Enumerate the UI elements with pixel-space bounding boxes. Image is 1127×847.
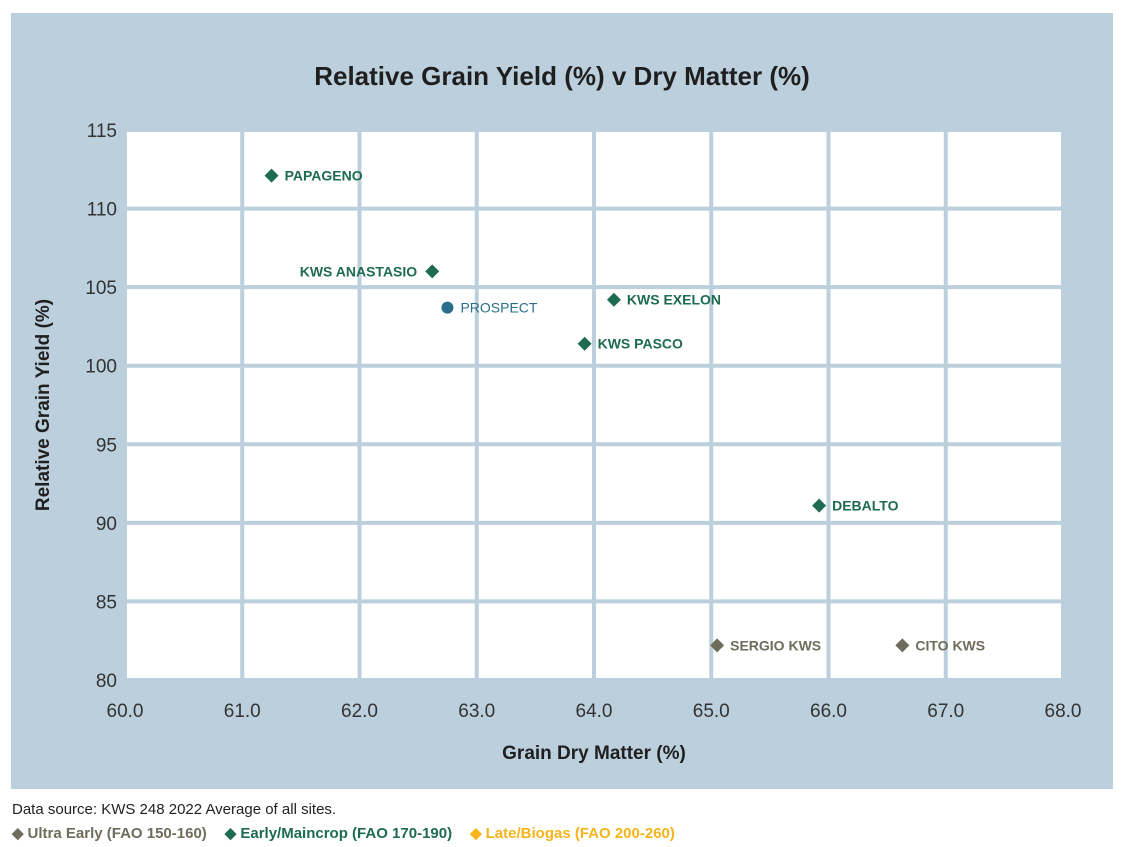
- data-point: PROSPECT: [441, 300, 538, 316]
- diamond-icon: ◆: [224, 825, 237, 842]
- diamond-icon: ◆: [470, 825, 482, 842]
- x-tick-label: 61.0: [224, 701, 261, 722]
- legend-label: Early/Maincrop (FAO 170-190): [240, 825, 453, 842]
- legend-item: ◆ Late/Biogas (FAO 200-260): [470, 822, 675, 846]
- point-marker-diamond: [425, 264, 440, 279]
- data-point: KWS PASCO: [577, 336, 683, 352]
- point-label: KWS ANASTASIO: [300, 263, 418, 279]
- y-axis-title: Relative Grain Yield (%): [33, 299, 54, 511]
- point-label: KWS EXELON: [627, 292, 721, 308]
- x-tick-label: 60.0: [107, 701, 144, 722]
- data-point: DEBALTO: [812, 498, 899, 514]
- data-point: PAPAGENO: [264, 168, 363, 184]
- legend-item: ◆ Early/Maincrop (FAO 170-190): [225, 822, 452, 846]
- chart-footer: Data source: KWS 248 2022 Average of all…: [12, 800, 1112, 846]
- x-axis-ticks: 60.0 61.0 62.0 63.0 64.0 65.0 66.0 67.0 68.0: [107, 701, 1082, 722]
- data-points: PAPAGENO KWS ANASTASIO PROSPECT KWS EXELON K…: [264, 168, 985, 653]
- point-marker-diamond: [606, 292, 621, 307]
- y-tick-label: 115: [87, 121, 117, 142]
- scatter-chart: Relative Grain Yield (%) v Dry Matter (%…: [33, 61, 1082, 764]
- legend-label: Ultra Early (FAO 150-160): [27, 825, 207, 842]
- x-tick-label: 65.0: [693, 701, 730, 722]
- point-marker-diamond: [895, 638, 910, 653]
- legend-item: ◆ Ultra Early (FAO 150-160): [12, 822, 207, 846]
- point-label: DEBALTO: [832, 498, 898, 514]
- data-point: CITO KWS: [895, 637, 985, 653]
- y-tick-label: 110: [87, 200, 117, 221]
- point-marker-diamond: [577, 336, 592, 351]
- point-marker-circle: [441, 301, 454, 314]
- point-label: SERGIO KWS: [730, 637, 821, 653]
- y-tick-label: 95: [96, 435, 117, 456]
- diamond-icon: ◆: [12, 825, 24, 842]
- chart-title: Relative Grain Yield (%) v Dry Matter (%…: [314, 61, 810, 91]
- data-point: KWS ANASTASIO: [300, 263, 440, 279]
- x-tick-label: 62.0: [341, 701, 378, 722]
- chart-panel: Relative Grain Yield (%) v Dry Matter (%…: [11, 13, 1113, 789]
- gridlines: [123, 128, 1065, 682]
- data-source-note: Data source: KWS 248 2022 Average of all…: [12, 801, 337, 818]
- x-tick-label: 64.0: [576, 701, 613, 722]
- x-tick-label: 66.0: [810, 701, 847, 722]
- y-axis-ticks: 80 85 90 95 100 105 110 115: [85, 121, 117, 692]
- x-tick-label: 67.0: [927, 701, 964, 722]
- x-axis-title: Grain Dry Matter (%): [502, 743, 686, 764]
- legend: ◆ Ultra Early (FAO 150-160) ◆ Early/Maincro…: [12, 822, 1112, 846]
- point-label: PROSPECT: [460, 300, 537, 316]
- point-label: KWS PASCO: [598, 336, 683, 352]
- point-marker-diamond: [264, 168, 279, 183]
- y-tick-label: 100: [85, 357, 117, 378]
- y-tick-label: 80: [96, 671, 117, 692]
- x-tick-label: 68.0: [1045, 701, 1082, 722]
- y-tick-label: 85: [96, 592, 117, 613]
- legend-label: Late/Biogas (FAO 200-260): [485, 825, 675, 842]
- point-marker-diamond: [812, 498, 827, 513]
- point-label: CITO KWS: [915, 637, 985, 653]
- data-point: KWS EXELON: [606, 292, 721, 308]
- data-point: SERGIO KWS: [710, 637, 821, 653]
- y-tick-label: 105: [85, 278, 117, 299]
- x-tick-label: 63.0: [458, 701, 495, 722]
- point-label: PAPAGENO: [285, 168, 363, 184]
- point-marker-diamond: [710, 638, 725, 653]
- y-tick-label: 90: [96, 514, 117, 535]
